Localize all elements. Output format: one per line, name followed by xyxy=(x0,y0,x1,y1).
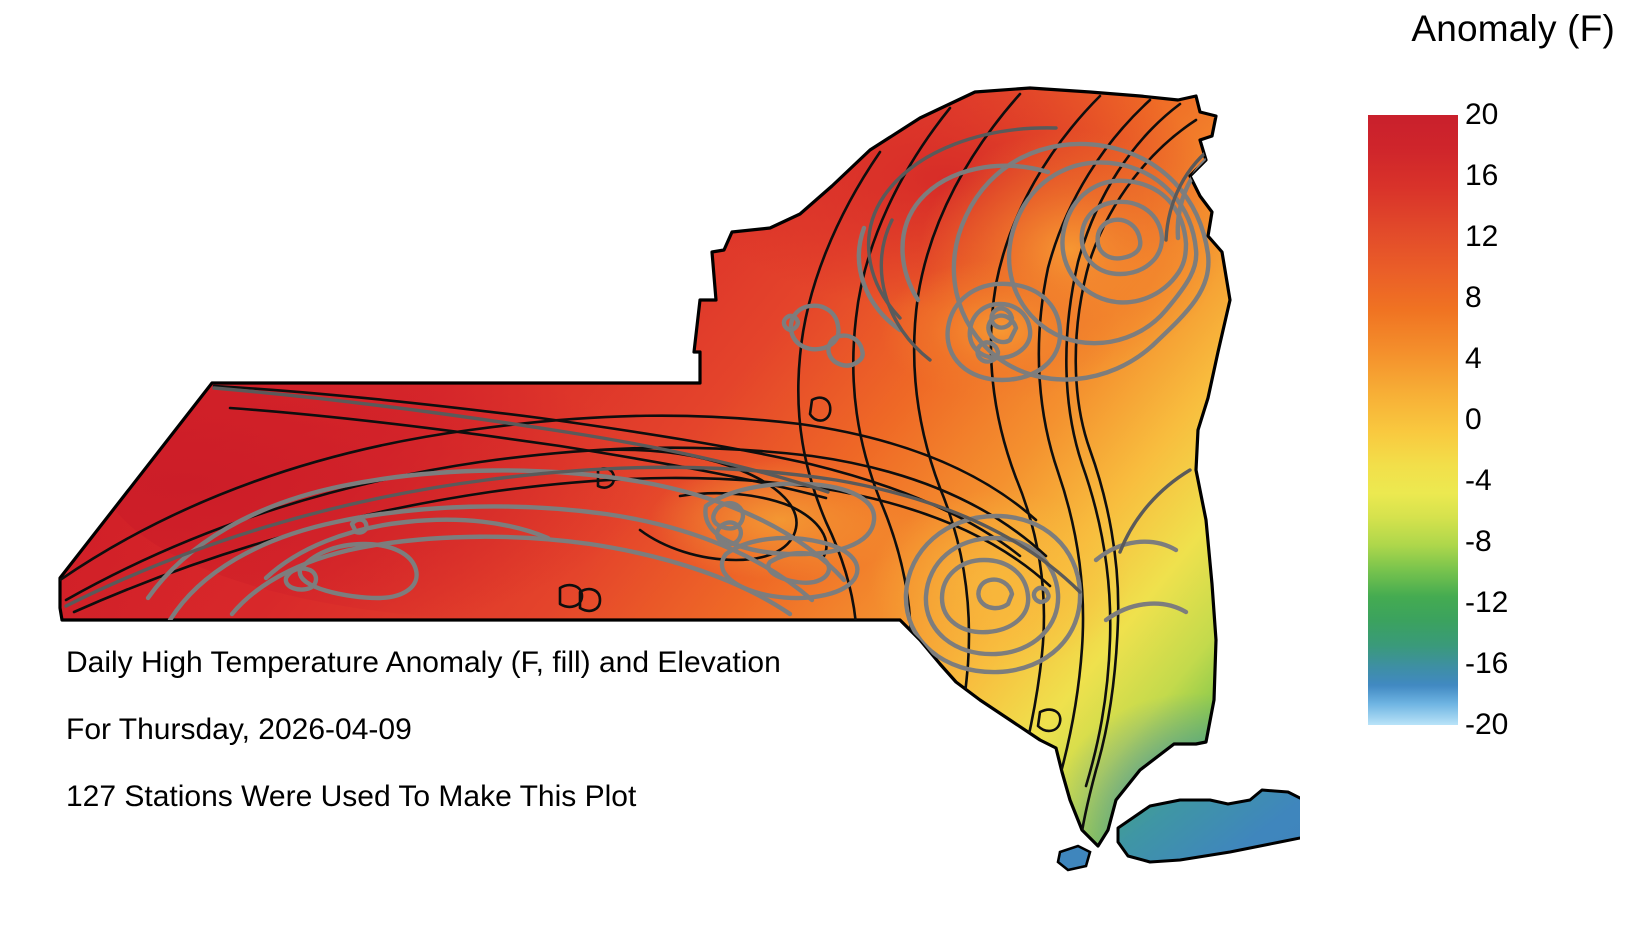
colorbar-tick-12: 12 xyxy=(1465,220,1499,253)
colorbar-tick-neg20: -20 xyxy=(1465,708,1509,741)
colorbar-tick-neg16: -16 xyxy=(1465,647,1509,680)
colorbar-tick-8: 8 xyxy=(1465,281,1482,314)
caption-line-title: Daily High Temperature Anomaly (F, fill)… xyxy=(66,646,781,679)
colorbar-tick-20: 20 xyxy=(1465,98,1499,131)
colorbar-swatch xyxy=(1368,115,1458,725)
colorbar-tick-neg4: -4 xyxy=(1465,464,1492,497)
colorbar-tick-0: 0 xyxy=(1465,403,1482,436)
long-island-outline xyxy=(1116,788,1300,864)
colorbar-gradient xyxy=(1368,115,1458,725)
new-york-anomaly-map xyxy=(58,86,1300,872)
caption-block: Daily High Temperature Anomaly (F, fill)… xyxy=(66,648,966,849)
ny-state-outline xyxy=(58,86,1232,848)
colorbar-tick-neg12: -12 xyxy=(1465,586,1509,619)
elevation-contour-lines-outer xyxy=(64,126,1218,608)
caption-line-stations: 127 Stations Were Used To Make This Plot xyxy=(66,780,637,813)
colorbar-tick-16: 16 xyxy=(1465,159,1499,192)
staten-island xyxy=(1056,844,1092,872)
colorbar-tick-4: 4 xyxy=(1465,342,1482,375)
legend-title: Anomaly (F) xyxy=(1411,8,1615,49)
colorbar-legend: Anomaly (F) 20 16 12 8 4 0 -4 -8 -12 -16 -20 xyxy=(1255,0,1650,950)
elevation-contour-lines xyxy=(145,141,1211,675)
colorbar-tick-labels: 20 16 12 8 4 0 -4 -8 -12 -16 -20 xyxy=(1465,100,1585,740)
caption-line-date: For Thursday, 2026-04-09 xyxy=(66,713,412,746)
colorbar-tick-neg8: -8 xyxy=(1465,525,1492,558)
